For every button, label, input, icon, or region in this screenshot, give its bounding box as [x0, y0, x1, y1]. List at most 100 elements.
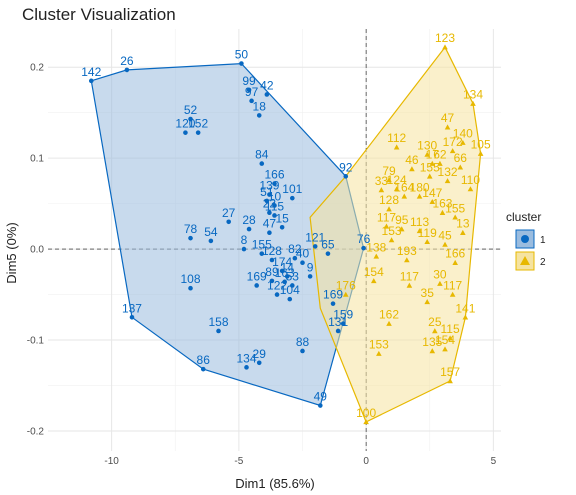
- cluster-2-point: [429, 348, 436, 354]
- point-label: 115: [441, 322, 460, 336]
- cluster-2-point: [447, 335, 453, 341]
- cluster-1-point: [287, 296, 293, 302]
- point-label: 154: [364, 265, 384, 279]
- cluster-1-point: [183, 130, 188, 135]
- cluster-1-point: [264, 198, 270, 204]
- point-label: 40: [296, 247, 310, 261]
- cluster-1-point: [249, 98, 254, 104]
- point-label: 33: [375, 174, 389, 188]
- point-label: 13: [456, 217, 470, 231]
- cluster-2-point: [363, 419, 369, 425]
- cluster-1-point: [226, 219, 231, 225]
- point-label: 138: [366, 240, 386, 254]
- point-label: 137: [122, 301, 142, 315]
- cluster-1-point: [279, 224, 285, 230]
- cluster-2-point: [424, 151, 430, 157]
- cluster-1-point: [269, 257, 275, 263]
- x-tick-label: 0: [363, 456, 369, 467]
- point-label: 101: [282, 182, 302, 196]
- cluster-2-point: [426, 173, 433, 179]
- cluster-2-point: [452, 214, 458, 220]
- point-label: 162: [379, 308, 399, 322]
- point-label: 128: [262, 244, 282, 258]
- point-label: 17: [426, 148, 440, 162]
- cluster-2-point: [386, 177, 392, 183]
- point-label: 65: [321, 238, 335, 252]
- point-label: 153: [382, 224, 402, 238]
- point-label: 86: [197, 353, 211, 367]
- point-label: 89: [265, 265, 279, 279]
- point-label: 142: [81, 65, 101, 79]
- y-tick-label: 0.2: [30, 63, 44, 74]
- point-label: 47: [441, 111, 455, 125]
- point-label: 117: [400, 269, 419, 283]
- point-label: 147: [422, 186, 442, 200]
- point-label: 100: [356, 406, 376, 420]
- point-label: 169: [323, 288, 343, 302]
- point-label: 50: [235, 48, 249, 62]
- point-label: 9: [307, 260, 314, 274]
- cluster-2-point: [424, 299, 430, 305]
- point-label: 122: [267, 279, 287, 293]
- cluster-1-point: [272, 203, 277, 208]
- point-label: 152: [188, 117, 208, 131]
- cluster-2-point: [462, 314, 469, 320]
- cluster-2-point: [398, 226, 405, 232]
- point-label: 49: [314, 390, 328, 404]
- cluster-2-point: [401, 193, 408, 199]
- point-label: 159: [333, 308, 353, 322]
- point-label: 18: [253, 99, 267, 113]
- cluster-2-point: [386, 320, 392, 326]
- point-label: 120: [175, 117, 195, 131]
- point-label: 76: [357, 232, 371, 246]
- cluster-2-point: [449, 148, 456, 154]
- point-label: 35: [421, 286, 435, 300]
- point-label: 22: [263, 197, 277, 211]
- cluster-1-point: [256, 113, 262, 118]
- point-label: 46: [405, 153, 419, 167]
- cluster-2-point: [437, 160, 443, 166]
- cluster-2-point: [432, 328, 438, 334]
- cluster-1-point: [343, 174, 349, 179]
- legend-label-2: 2: [540, 257, 546, 268]
- point-label: 47: [263, 217, 277, 231]
- cluster-2-point: [393, 186, 400, 192]
- point-label: 131: [328, 315, 348, 329]
- cluster-2-point: [447, 378, 453, 384]
- point-label: 128: [379, 193, 399, 207]
- cluster-2-point: [383, 223, 390, 229]
- cluster-1-point: [284, 274, 290, 279]
- point-label: 14: [281, 260, 295, 274]
- point-label: 110: [461, 173, 480, 187]
- cluster-1-point: [124, 67, 130, 73]
- cluster-1-point: [272, 181, 277, 186]
- point-label: 8: [241, 233, 248, 247]
- point-label: 112: [387, 131, 406, 145]
- cluster-1-point: [216, 328, 221, 334]
- point-label: 155: [445, 201, 465, 215]
- cluster-1-point: [361, 245, 366, 251]
- cluster-1-point: [239, 61, 244, 66]
- point-label: 52: [184, 103, 198, 117]
- cluster-1-point: [259, 251, 265, 256]
- point-label: 153: [369, 338, 389, 352]
- cluster-2-point: [409, 166, 415, 172]
- x-tick-label: -5: [234, 456, 243, 467]
- point-label: 193: [397, 244, 417, 258]
- cluster-2-point: [429, 199, 436, 205]
- point-label: 140: [453, 127, 473, 141]
- x-tick-label: 5: [491, 456, 497, 467]
- point-label: 15: [275, 211, 289, 225]
- cluster-1-point: [195, 130, 201, 135]
- point-label: 169: [247, 269, 267, 283]
- cluster-1-point: [290, 283, 295, 288]
- point-label: 132: [438, 165, 458, 179]
- cluster-2-point: [477, 150, 484, 156]
- cluster-2-point: [442, 241, 448, 247]
- cluster-2-point: [424, 239, 430, 245]
- point-label: 51: [260, 185, 274, 199]
- point-label: 163: [432, 197, 452, 211]
- cluster-1-point: [267, 230, 272, 236]
- cluster-2-point: [444, 178, 451, 184]
